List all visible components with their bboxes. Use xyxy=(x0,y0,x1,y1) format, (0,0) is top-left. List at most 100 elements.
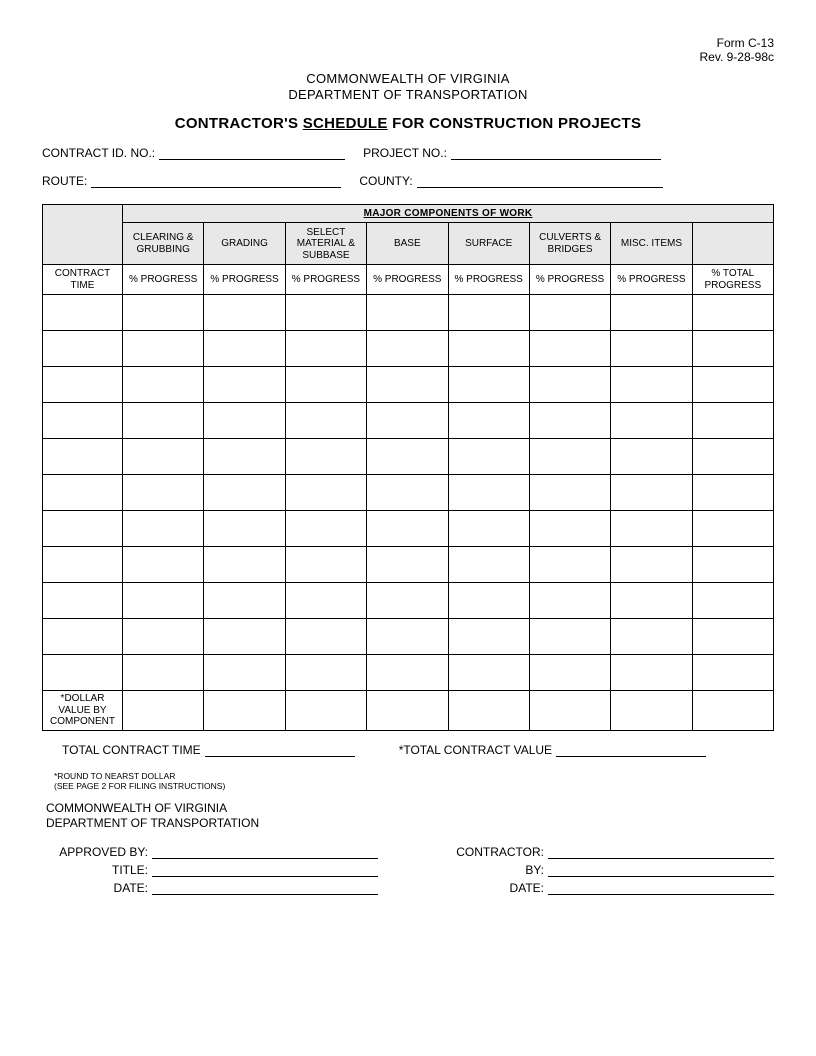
title-input[interactable] xyxy=(152,863,378,877)
table-cell[interactable] xyxy=(43,331,123,367)
table-cell[interactable] xyxy=(448,619,529,655)
table-cell[interactable] xyxy=(692,475,773,511)
contractor-input[interactable] xyxy=(548,845,774,859)
table-cell[interactable] xyxy=(285,583,366,619)
table-cell[interactable] xyxy=(123,439,204,475)
approved-by-input[interactable] xyxy=(152,845,378,859)
table-cell[interactable] xyxy=(204,655,285,691)
table-cell[interactable] xyxy=(611,547,692,583)
table-cell[interactable] xyxy=(367,439,448,475)
table-cell[interactable] xyxy=(529,403,610,439)
table-cell[interactable] xyxy=(285,403,366,439)
table-cell[interactable] xyxy=(529,475,610,511)
table-cell[interactable] xyxy=(367,511,448,547)
table-cell[interactable] xyxy=(611,583,692,619)
by-input[interactable] xyxy=(548,863,774,877)
table-cell[interactable] xyxy=(529,691,610,731)
table-cell[interactable] xyxy=(285,511,366,547)
table-cell[interactable] xyxy=(529,295,610,331)
table-cell[interactable] xyxy=(367,331,448,367)
table-cell[interactable] xyxy=(123,619,204,655)
table-cell[interactable] xyxy=(367,295,448,331)
table-cell[interactable] xyxy=(611,295,692,331)
table-cell[interactable] xyxy=(529,331,610,367)
table-cell[interactable] xyxy=(448,439,529,475)
table-cell[interactable] xyxy=(448,547,529,583)
table-cell[interactable] xyxy=(611,367,692,403)
table-cell[interactable] xyxy=(611,475,692,511)
contract-id-input[interactable] xyxy=(159,146,345,160)
table-cell[interactable] xyxy=(611,691,692,731)
table-cell[interactable] xyxy=(123,511,204,547)
table-cell[interactable] xyxy=(123,403,204,439)
date-right-input[interactable] xyxy=(548,881,774,895)
table-cell[interactable] xyxy=(367,547,448,583)
table-cell[interactable] xyxy=(692,583,773,619)
table-cell[interactable] xyxy=(204,583,285,619)
table-cell[interactable] xyxy=(367,655,448,691)
table-cell[interactable] xyxy=(692,655,773,691)
table-cell[interactable] xyxy=(692,691,773,731)
table-cell[interactable] xyxy=(611,439,692,475)
county-input[interactable] xyxy=(417,174,663,188)
table-cell[interactable] xyxy=(123,295,204,331)
table-cell[interactable] xyxy=(43,367,123,403)
date-left-input[interactable] xyxy=(152,881,378,895)
table-cell[interactable] xyxy=(529,619,610,655)
table-cell[interactable] xyxy=(448,583,529,619)
table-cell[interactable] xyxy=(43,583,123,619)
table-cell[interactable] xyxy=(285,367,366,403)
table-cell[interactable] xyxy=(204,475,285,511)
table-cell[interactable] xyxy=(43,547,123,583)
table-cell[interactable] xyxy=(529,439,610,475)
table-cell[interactable] xyxy=(123,691,204,731)
table-cell[interactable] xyxy=(367,403,448,439)
project-no-input[interactable] xyxy=(451,146,661,160)
table-cell[interactable] xyxy=(285,439,366,475)
table-cell[interactable] xyxy=(43,619,123,655)
table-cell[interactable] xyxy=(529,547,610,583)
total-contract-value-input[interactable] xyxy=(556,743,706,757)
table-cell[interactable] xyxy=(529,655,610,691)
route-input[interactable] xyxy=(91,174,341,188)
table-cell[interactable] xyxy=(285,295,366,331)
table-cell[interactable] xyxy=(285,655,366,691)
table-cell[interactable] xyxy=(285,331,366,367)
table-cell[interactable] xyxy=(123,547,204,583)
table-cell[interactable] xyxy=(692,403,773,439)
table-cell[interactable] xyxy=(204,691,285,731)
table-cell[interactable] xyxy=(367,583,448,619)
table-cell[interactable] xyxy=(204,295,285,331)
table-cell[interactable] xyxy=(448,403,529,439)
table-cell[interactable] xyxy=(448,691,529,731)
table-cell[interactable] xyxy=(448,295,529,331)
table-cell[interactable] xyxy=(692,511,773,547)
table-cell[interactable] xyxy=(367,367,448,403)
table-cell[interactable] xyxy=(448,511,529,547)
table-cell[interactable] xyxy=(692,619,773,655)
table-cell[interactable] xyxy=(285,691,366,731)
table-cell[interactable] xyxy=(692,367,773,403)
table-cell[interactable] xyxy=(123,583,204,619)
table-cell[interactable] xyxy=(285,619,366,655)
table-cell[interactable] xyxy=(204,511,285,547)
table-cell[interactable] xyxy=(529,583,610,619)
table-cell[interactable] xyxy=(529,367,610,403)
table-cell[interactable] xyxy=(43,511,123,547)
table-cell[interactable] xyxy=(448,655,529,691)
table-cell[interactable] xyxy=(367,475,448,511)
table-cell[interactable] xyxy=(611,331,692,367)
table-cell[interactable] xyxy=(43,439,123,475)
table-cell[interactable] xyxy=(448,475,529,511)
table-cell[interactable] xyxy=(204,403,285,439)
table-cell[interactable] xyxy=(43,295,123,331)
table-cell[interactable] xyxy=(611,403,692,439)
table-cell[interactable] xyxy=(43,655,123,691)
table-cell[interactable] xyxy=(204,367,285,403)
table-cell[interactable] xyxy=(611,511,692,547)
table-cell[interactable] xyxy=(204,331,285,367)
table-cell[interactable] xyxy=(204,439,285,475)
table-cell[interactable] xyxy=(285,475,366,511)
table-cell[interactable] xyxy=(692,331,773,367)
table-cell[interactable] xyxy=(204,547,285,583)
